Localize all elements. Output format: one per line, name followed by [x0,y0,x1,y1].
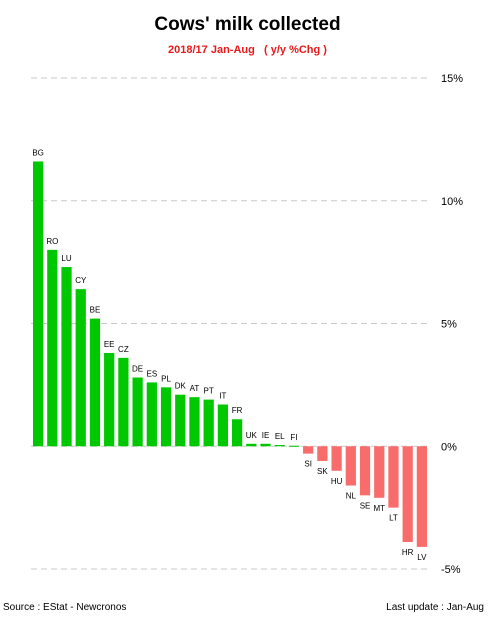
bar-de [132,377,143,447]
category-label-fi: FI [290,433,297,442]
bar-at [189,397,200,447]
source-note: Source : EStat - Newcronos [3,602,127,613]
bar-lv [416,446,428,547]
bar-pl [160,387,172,447]
bar-ro [47,249,58,447]
category-label-sk: SK [317,467,328,476]
bar-mt [374,446,385,498]
bar-hr [402,446,413,542]
category-label-de: DE [132,365,143,374]
category-label-lu: LU [61,254,71,263]
y-axis: 15% 10% 5% 0% -5% [441,73,463,576]
category-label-ee: EE [104,340,115,349]
y-tick-label: 0% [441,441,457,453]
bar-sk [317,446,328,461]
category-label-dk: DK [175,382,187,391]
category-label-hu: HU [331,477,343,486]
bar-lu [61,267,72,447]
category-label-lt: LT [389,514,398,523]
y-tick-label: 10% [441,196,463,208]
bar-hu [331,446,342,471]
category-label-fr: FR [232,406,243,415]
category-label-cz: CZ [118,345,129,354]
bar-cy [75,289,86,447]
bar-lt [388,446,399,508]
category-label-mt: MT [373,504,385,513]
bar-el [274,445,285,447]
bar-uk [246,443,257,447]
category-label-ie: IE [262,431,270,440]
y-tick-label: 5% [441,319,457,331]
bar-fi [288,445,300,447]
bar-es [146,382,157,447]
category-label-it: IT [219,392,226,401]
bar-nl [345,446,356,486]
category-label-lv: LV [417,553,427,562]
bar-se [359,446,371,496]
bar-be [89,318,101,447]
category-label-ro: RO [46,237,58,246]
category-label-uk: UK [246,431,258,440]
category-label-si: SI [304,460,312,469]
category-label-es: ES [146,369,157,378]
category-label-bg: BG [32,148,44,157]
category-label-el: EL [275,432,285,441]
category-label-cy: CY [75,276,87,285]
last-update-note: Last update : Jan-Aug [386,602,484,613]
category-label-nl: NL [346,492,357,501]
bar-cz [118,357,129,447]
bar-ee [104,352,115,447]
category-label-se: SE [360,501,371,510]
bar-si [303,446,314,454]
bar-fr [231,419,243,447]
bar-dk [175,394,186,447]
bar-bg [32,161,44,447]
y-tick-label: 15% [441,73,463,85]
chart-subtitle: 2018/17 Jan-Aug ( y/y %Chg ) [168,44,327,56]
chart-title: Cows' milk collected [154,14,341,35]
category-label-be: BE [90,306,101,315]
category-label-hr: HR [402,548,414,557]
bar-it [217,404,229,447]
category-label-pt: PT [204,387,214,396]
y-tick-label: -5% [441,564,461,576]
category-label-pl: PL [161,374,171,383]
bar-pt [203,399,214,447]
category-label-at: AT [190,384,200,393]
bar-ie [260,443,271,447]
bars [32,161,428,547]
